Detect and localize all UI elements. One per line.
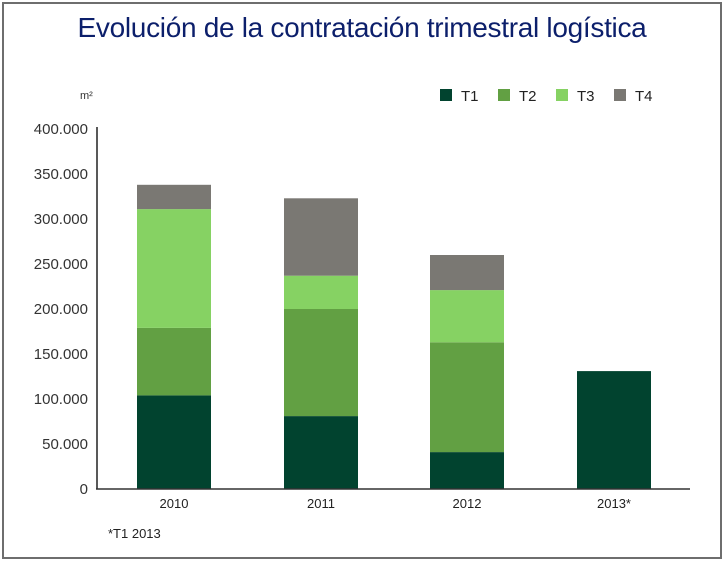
legend-label: T2 [519, 88, 537, 105]
bar-segment-t2 [137, 327, 211, 396]
y-tick-label: 400.000 [34, 121, 88, 138]
legend-item-t4: T4 [614, 88, 653, 105]
x-axis-ticks: 2010 2011 2012 2013* [160, 496, 631, 511]
y-tick-label: 150.000 [34, 346, 88, 363]
bar-segment-t3 [430, 290, 504, 343]
y-axis-unit-label: m² [80, 90, 93, 102]
legend: T1 T2 T3 T4 [440, 88, 653, 105]
footnote: *T1 2013 [108, 526, 161, 541]
y-tick-label: 100.000 [34, 391, 88, 408]
bar-segment-t1 [577, 371, 651, 489]
x-tick-label: 2011 [307, 496, 335, 511]
legend-label: T1 [461, 88, 479, 105]
bar-group-2013 [577, 371, 651, 489]
bar-group-2011 [284, 198, 358, 489]
bar-segment-t4 [430, 255, 504, 291]
bar-segment-t4 [284, 198, 358, 276]
bar-segment-t2 [430, 342, 504, 453]
legend-label: T4 [635, 88, 653, 105]
legend-item-t3: T3 [556, 88, 595, 105]
legend-swatch [614, 89, 626, 101]
y-tick-label: 200.000 [34, 301, 88, 318]
bar-segment-t4 [137, 184, 211, 210]
y-tick-label: 350.000 [34, 166, 88, 183]
bar-segment-t2 [284, 309, 358, 417]
y-tick-label: 300.000 [34, 211, 88, 228]
bar-segment-t1 [137, 395, 211, 489]
y-tick-label: 250.000 [34, 256, 88, 273]
bar-group-2012 [430, 255, 504, 489]
legend-item-t1: T1 [440, 88, 479, 105]
chart-title: Evolución de la contratación trimestral … [77, 12, 647, 43]
legend-label: T3 [577, 88, 595, 105]
y-tick-label: 0 [80, 481, 88, 498]
x-tick-label: 2012 [453, 496, 482, 511]
legend-swatch [440, 89, 452, 101]
legend-swatch [498, 89, 510, 101]
bar-group-2010 [137, 184, 211, 489]
bar-segment-t1 [430, 452, 504, 489]
x-tick-label: 2010 [160, 496, 189, 511]
legend-swatch [556, 89, 568, 101]
bar-segment-t1 [284, 416, 358, 489]
y-axis-ticks: 0 50.000 100.000 150.000 200.000 250.000 300.0… [34, 121, 88, 498]
bars [137, 184, 651, 489]
legend-item-t2: T2 [498, 88, 537, 105]
bar-segment-t3 [284, 275, 358, 309]
x-tick-label: 2013* [597, 496, 631, 511]
bar-segment-t3 [137, 209, 211, 328]
y-tick-label: 50.000 [42, 436, 88, 453]
